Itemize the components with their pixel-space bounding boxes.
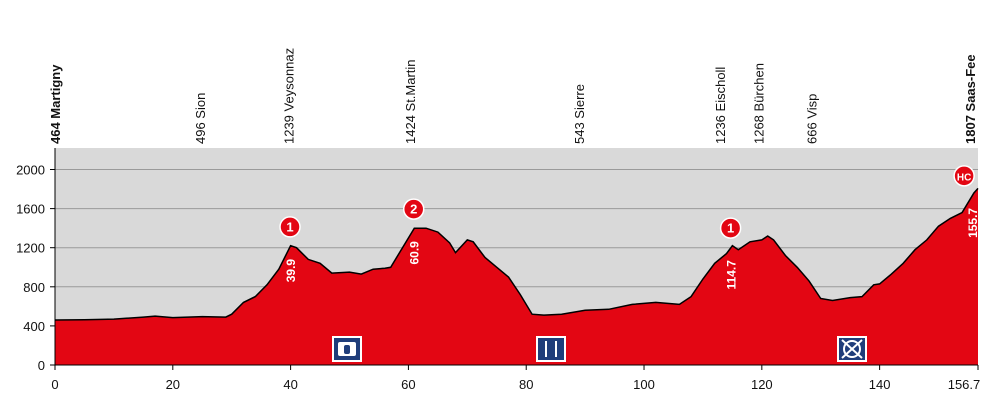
climb-marker	[719, 217, 742, 239]
x-tick-label: 140	[869, 377, 891, 392]
y-tick-label: 1200	[16, 241, 45, 256]
profile-layer	[54, 187, 979, 365]
x-tick-label: 80	[519, 377, 533, 392]
profile-line	[54, 187, 979, 321]
food-icon	[536, 336, 566, 362]
location-label: 1236 Eischoll	[713, 67, 728, 144]
x-tick-label: 20	[166, 377, 180, 392]
climb-distance: 60.9	[408, 241, 422, 265]
climb-marker	[402, 198, 425, 220]
climb-marker	[279, 216, 301, 238]
x-tick-label: 120	[751, 377, 773, 392]
no-food-icon	[837, 336, 867, 362]
location-label: 666 Visp	[804, 94, 819, 144]
location-label: 1424 St.Martin	[403, 59, 418, 144]
climb-category: 1	[286, 219, 293, 234]
climb-category: HC	[957, 172, 971, 183]
location-label: 1807 Saas-Fee	[963, 54, 978, 144]
climb-category: 2	[410, 202, 417, 217]
x-tick-label: 156.7	[948, 377, 981, 392]
climb-marker	[953, 165, 975, 187]
climb-category: 1	[727, 221, 734, 236]
location-label: 543 Sierre	[572, 84, 587, 144]
profile-area	[55, 188, 978, 365]
y-tick-label: 800	[23, 280, 45, 295]
climb-distance: 155.7	[966, 208, 980, 238]
y-tick-label: 0	[38, 358, 45, 373]
y-tick-label: 2000	[16, 163, 45, 178]
feed-zone-icon	[332, 336, 362, 362]
x-tick-label: 100	[633, 377, 655, 392]
y-tick-label: 400	[23, 319, 45, 334]
marks-layer: 1 39.9 2 60.9 1 114.7 HC 155.7	[279, 165, 980, 290]
climb-distance: 114.7	[725, 260, 739, 290]
location-label: 464 Martigny	[48, 64, 63, 144]
x-tick-label: 60	[401, 377, 415, 392]
x-tick-label: 0	[51, 377, 58, 392]
location-label: 1239 Veysonnaz	[281, 48, 296, 144]
x-tick-label: 40	[283, 377, 297, 392]
climb-distance: 39.9	[284, 259, 298, 283]
y-tick-label: 1600	[16, 202, 45, 217]
location-label: 496 Sion	[193, 93, 208, 144]
location-label: 1268 Bürchen	[751, 63, 766, 144]
